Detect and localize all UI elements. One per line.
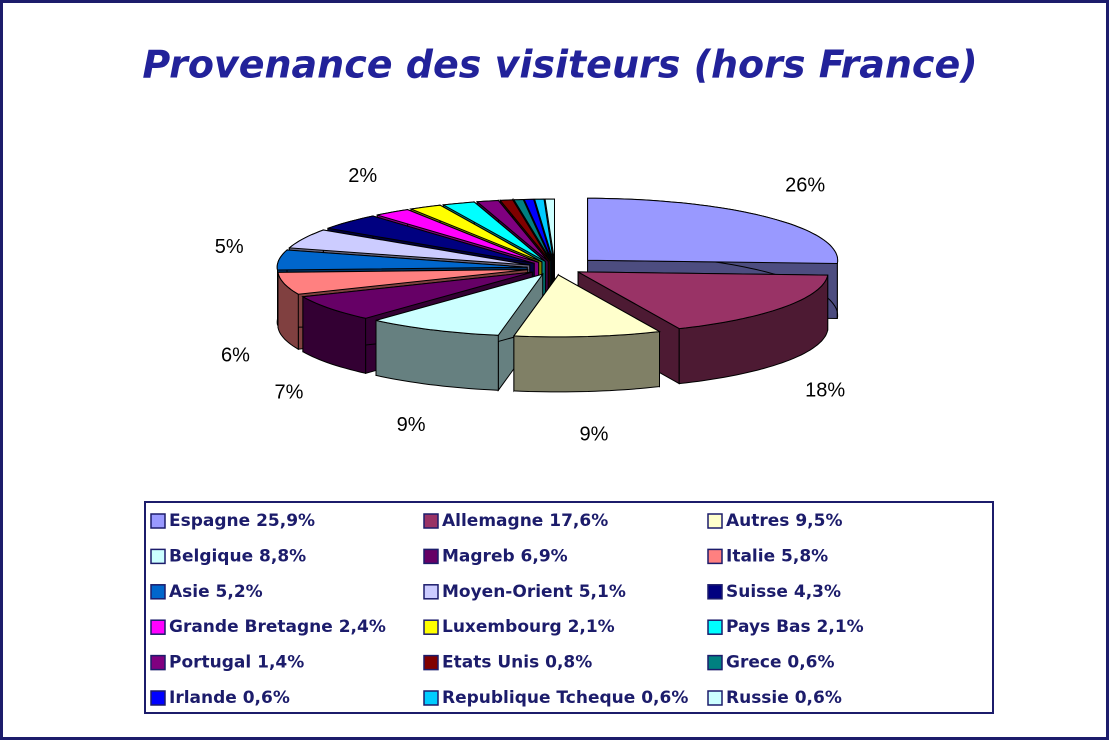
legend-label: Etats Unis 0,8% <box>442 653 592 673</box>
legend-swatch <box>150 513 166 529</box>
legend-swatch <box>150 584 166 600</box>
legend-label: Autres 9,5% <box>726 511 843 531</box>
data-label: 26% <box>785 174 825 196</box>
slice <box>523 198 553 262</box>
legend-swatch <box>707 690 723 706</box>
data-label: 9% <box>397 414 426 436</box>
legend-swatch <box>423 690 439 706</box>
legend-label: Belgique 8,8% <box>169 546 306 566</box>
legend-swatch <box>707 584 723 600</box>
legend-label: Irlande 0,6% <box>169 688 290 708</box>
legend-box <box>144 501 994 714</box>
slice <box>288 229 530 266</box>
legend-label: Italie 5,8% <box>726 546 828 566</box>
legend-swatch <box>150 619 166 635</box>
legend-swatch <box>707 619 723 635</box>
legend-label: Grande Bretagne 2,4% <box>169 617 386 637</box>
legend-swatch <box>150 690 166 706</box>
legend-label: Allemagne 17,6% <box>442 511 608 531</box>
legend-label: Luxembourg 2,1% <box>442 617 615 637</box>
legend-label: Magreb 6,9% <box>442 546 568 566</box>
legend-swatch <box>707 548 723 565</box>
slice <box>544 198 555 262</box>
slice <box>513 198 552 262</box>
legend-label: Russie 0,6% <box>726 688 842 708</box>
slice <box>533 198 554 262</box>
legend-label: Asie 5,2% <box>169 582 263 602</box>
slice <box>409 204 543 263</box>
data-label: 18% <box>805 380 845 402</box>
data-label: 9% <box>579 424 608 446</box>
slice <box>377 209 539 263</box>
legend-swatch <box>707 654 723 671</box>
legend-label: Suisse 4,3% <box>726 582 841 602</box>
slice <box>499 199 551 262</box>
legend-swatch <box>423 548 439 565</box>
slice <box>301 271 533 319</box>
slice <box>276 249 528 271</box>
legend-label: Republique Tcheque 0,6% <box>442 688 688 708</box>
legend-swatch <box>150 654 166 671</box>
slice <box>327 215 535 264</box>
data-label: 7% <box>275 382 304 404</box>
legend-swatch <box>423 513 439 529</box>
data-label: 5% <box>215 236 244 258</box>
legend-label: Espagne 25,9% <box>169 511 315 531</box>
slice <box>441 201 546 262</box>
chart-title: Provenance des visiteurs (hors France) <box>142 43 977 87</box>
legend-swatch <box>423 584 439 600</box>
slice <box>587 197 839 265</box>
slice <box>577 271 829 330</box>
legend-swatch <box>423 654 439 671</box>
legend-label: Pays Bas 2,1% <box>726 617 864 637</box>
slice-wall <box>513 331 660 393</box>
legend-swatch <box>707 513 723 529</box>
slice <box>475 199 549 262</box>
legend-swatch <box>150 548 166 565</box>
legend-swatch <box>423 619 439 635</box>
legend-label: Portugal 1,4% <box>169 653 304 673</box>
slice <box>512 274 662 338</box>
legend-label: Moyen-Orient 5,1% <box>442 582 626 602</box>
slice <box>375 273 544 336</box>
slice <box>277 269 528 295</box>
data-label: 2% <box>348 165 377 187</box>
data-label: 6% <box>221 344 250 366</box>
legend-label: Grece 0,6% <box>726 653 835 673</box>
